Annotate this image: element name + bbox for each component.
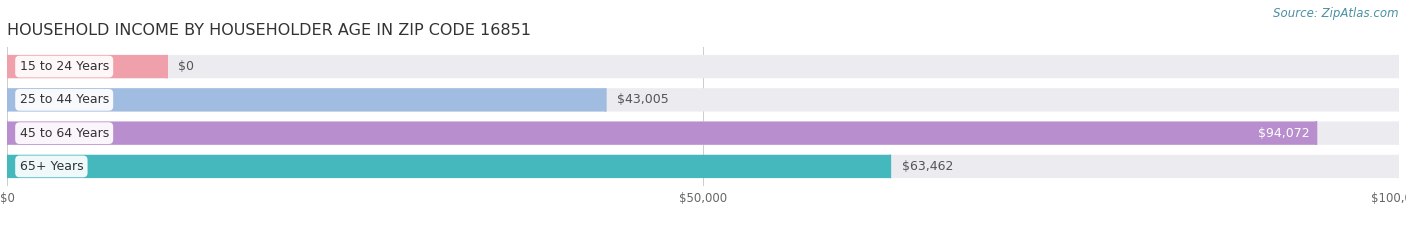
FancyBboxPatch shape: [7, 88, 606, 112]
Text: $63,462: $63,462: [901, 160, 953, 173]
Text: 65+ Years: 65+ Years: [20, 160, 83, 173]
Text: 25 to 44 Years: 25 to 44 Years: [20, 93, 108, 106]
Text: HOUSEHOLD INCOME BY HOUSEHOLDER AGE IN ZIP CODE 16851: HOUSEHOLD INCOME BY HOUSEHOLDER AGE IN Z…: [7, 24, 531, 38]
Text: $0: $0: [179, 60, 194, 73]
FancyBboxPatch shape: [7, 121, 1399, 145]
FancyBboxPatch shape: [7, 55, 167, 78]
FancyBboxPatch shape: [7, 55, 1399, 78]
Text: $43,005: $43,005: [617, 93, 668, 106]
FancyBboxPatch shape: [7, 155, 890, 178]
Text: 45 to 64 Years: 45 to 64 Years: [20, 127, 108, 140]
Text: $94,072: $94,072: [1258, 127, 1309, 140]
FancyBboxPatch shape: [7, 121, 1316, 145]
FancyBboxPatch shape: [7, 155, 1399, 178]
Text: Source: ZipAtlas.com: Source: ZipAtlas.com: [1274, 7, 1399, 20]
Text: 15 to 24 Years: 15 to 24 Years: [20, 60, 108, 73]
FancyBboxPatch shape: [7, 88, 1399, 112]
